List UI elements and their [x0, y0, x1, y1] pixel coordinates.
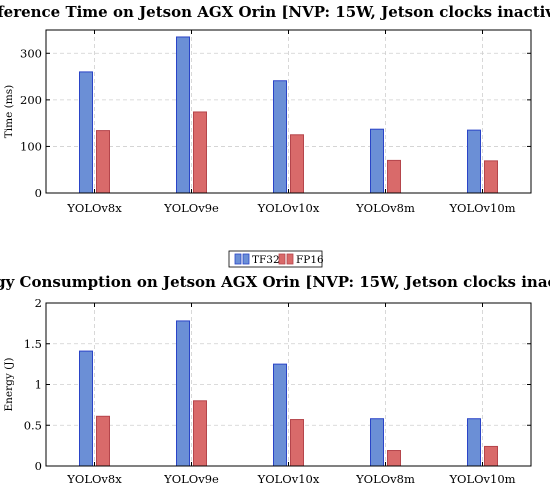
y-tick-label: 100	[20, 139, 42, 153]
bar-tf32-yolov10m	[467, 418, 481, 467]
bar-tf32-yolov8m	[370, 128, 384, 194]
chart-title: Energy Consumption on Jetson AGX Orin [N…	[0, 273, 550, 291]
y-tick-label: 1	[35, 378, 42, 392]
bar-tf32-yolov9e	[176, 320, 190, 467]
bar-tf32-yolov10x	[273, 363, 287, 467]
legend-frame	[228, 250, 323, 268]
y-tick-label: 0	[35, 459, 42, 473]
x-tick-label: YOLOv10m	[448, 201, 515, 215]
legend-label-fp16: FP16	[296, 254, 324, 266]
legend: TF32 FP16	[228, 250, 324, 268]
x-tick-label: YOLOv8m	[355, 201, 415, 215]
energy-consumption-chart: Energy Consumption on Jetson AGX Orin [N…	[0, 273, 550, 486]
y-tick-label: 2	[35, 296, 42, 310]
y-tick-label: 1.5	[24, 337, 42, 351]
inference-time-chart: Inference Time on Jetson AGX Orin [NVP: …	[0, 3, 550, 215]
bar-fp16-yolov10m	[484, 160, 498, 194]
y-tick-label: 300	[20, 46, 42, 60]
bar-tf32-yolov8x	[79, 71, 93, 194]
bar-fp16-yolov8m	[387, 159, 401, 194]
x-tick-label: YOLOv9e	[163, 201, 219, 215]
x-tick-label: YOLOv10m	[448, 472, 515, 486]
x-tick-label: YOLOv8x	[66, 201, 122, 215]
x-tick-label: YOLOv8x	[66, 472, 122, 486]
bar-fp16-yolov9e	[193, 111, 207, 194]
bar-fp16-yolov8x	[96, 415, 110, 467]
x-tick-label: YOLOv10x	[257, 472, 320, 486]
bar-fp16-yolov10x	[290, 419, 304, 467]
bar-fp16-yolov8m	[387, 450, 401, 467]
x-tick-label: YOLOv10x	[257, 201, 320, 215]
legend-swatch-tf32	[242, 253, 250, 265]
legend-swatch-fp16	[286, 253, 294, 265]
bar-fp16-yolov10x	[290, 134, 304, 194]
legend-swatch-tf32	[234, 253, 242, 265]
y-tick-label: 0	[35, 186, 42, 200]
bar-fp16-yolov9e	[193, 400, 207, 467]
bar-tf32-yolov8m	[370, 418, 384, 467]
bar-tf32-yolov10x	[273, 80, 287, 194]
legend-label-tf32: TF32	[252, 254, 280, 266]
bar-fp16-yolov10m	[484, 445, 498, 467]
bar-tf32-yolov10m	[467, 129, 481, 194]
x-tick-label: YOLOv9e	[163, 472, 219, 486]
legend-swatch-fp16	[278, 253, 286, 265]
chart-title: Inference Time on Jetson AGX Orin [NVP: …	[0, 3, 550, 21]
bar-fp16-yolov8x	[96, 130, 110, 194]
x-tick-label: YOLOv8m	[355, 472, 415, 486]
y-tick-label: 0.5	[24, 418, 42, 432]
bar-tf32-yolov8x	[79, 350, 93, 467]
y-tick-label: 200	[20, 93, 42, 107]
y-axis-label: Energy (J)	[3, 357, 15, 411]
bar-tf32-yolov9e	[176, 36, 190, 194]
y-axis-label: Time (ms)	[3, 85, 15, 138]
